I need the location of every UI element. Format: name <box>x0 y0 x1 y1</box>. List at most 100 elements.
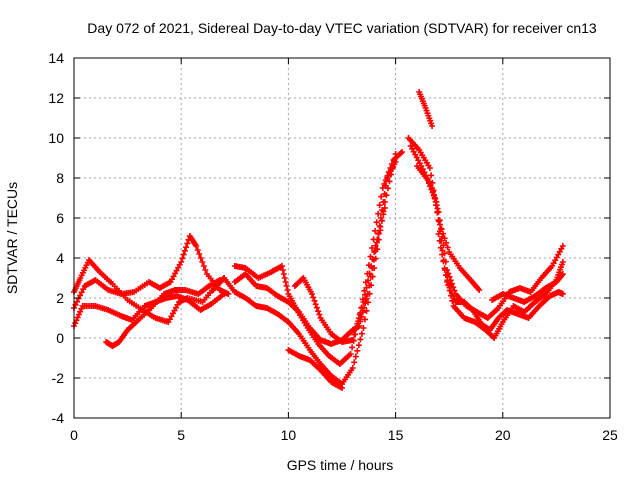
data-point <box>374 236 381 243</box>
data-point <box>74 298 81 305</box>
data-point <box>559 291 566 297</box>
data-point <box>429 123 436 129</box>
data-point <box>476 287 483 293</box>
data-point <box>339 385 345 391</box>
data-point <box>399 149 406 155</box>
data-point <box>279 267 286 273</box>
data-point <box>392 159 399 165</box>
data-point <box>386 178 393 185</box>
data-point <box>427 183 434 190</box>
data-point <box>360 299 367 305</box>
data-point <box>381 205 388 211</box>
x-tick-label: 0 <box>70 427 78 443</box>
data-point <box>441 265 448 272</box>
data-point <box>559 243 566 249</box>
y-tick-label: -2 <box>52 370 65 386</box>
series-14 <box>435 231 566 333</box>
data-point <box>361 316 368 323</box>
y-axis-label: SDTVAR / TECUs <box>4 182 20 294</box>
data-point <box>284 287 291 293</box>
data-point <box>354 320 361 327</box>
series-4 <box>103 277 223 349</box>
data-point <box>221 291 228 297</box>
data-point <box>179 255 186 262</box>
series-15 <box>489 271 566 305</box>
data-point <box>278 263 285 269</box>
data-point <box>360 325 367 331</box>
data-point <box>363 295 370 302</box>
data-point <box>437 244 444 251</box>
data-point <box>442 272 449 279</box>
data-point <box>308 291 315 297</box>
data-point <box>378 193 385 200</box>
data-point <box>379 185 386 191</box>
data-point <box>194 247 201 253</box>
data-point <box>358 330 365 337</box>
data-point <box>373 219 380 226</box>
data-point <box>181 247 188 254</box>
data-point <box>380 199 387 205</box>
data-point <box>428 186 435 193</box>
data-point <box>351 359 358 366</box>
y-tick-label: 4 <box>56 250 64 266</box>
data-point <box>281 275 288 281</box>
data-point <box>184 240 191 247</box>
data-point <box>197 255 204 261</box>
data-point <box>357 336 364 343</box>
data-point <box>436 237 443 244</box>
y-tick-label: 12 <box>48 90 64 106</box>
data-point <box>372 227 379 234</box>
data-point <box>80 286 87 293</box>
data-point <box>355 342 362 349</box>
data-point <box>377 223 384 230</box>
data-point <box>446 273 453 280</box>
x-tick-label: 20 <box>495 427 511 443</box>
data-point <box>196 251 203 257</box>
y-tick-label: 14 <box>48 50 64 66</box>
data-point <box>434 208 441 215</box>
x-axis-label: GPS time / hours <box>287 457 394 473</box>
data-point <box>429 189 436 196</box>
data-point <box>78 289 85 296</box>
data-point <box>202 267 209 273</box>
data-point <box>559 271 566 277</box>
x-tick-label: 5 <box>177 427 185 443</box>
data-point <box>357 318 364 325</box>
data-point <box>378 217 385 224</box>
data-point <box>183 244 190 251</box>
data-point <box>436 217 443 224</box>
data-point <box>280 271 287 277</box>
data-point <box>435 231 442 237</box>
data-point <box>355 315 362 322</box>
data-point <box>376 202 383 209</box>
y-tick-label: -4 <box>52 410 65 426</box>
data-point <box>369 256 376 263</box>
data-point <box>382 183 389 189</box>
y-tick-label: 8 <box>56 170 64 186</box>
data-point <box>349 337 356 343</box>
data-point <box>354 347 361 354</box>
data-point <box>439 233 446 240</box>
data-point <box>311 297 318 304</box>
data-point <box>363 307 370 314</box>
data-point <box>428 172 435 179</box>
data-point <box>439 251 446 258</box>
y-tick-label: 6 <box>56 210 64 226</box>
series-9 <box>291 205 388 345</box>
data-point <box>312 301 319 308</box>
data-point <box>381 191 388 197</box>
data-point <box>282 279 289 285</box>
data-point <box>365 277 372 284</box>
x-tick-label: 15 <box>388 427 404 443</box>
data-point <box>425 180 432 187</box>
data-point <box>363 284 370 291</box>
data-point <box>349 365 356 371</box>
axis-ticks: 0 5 10 15 20 25 -4 -2 0 2 4 6 8 10 12 14 <box>48 50 618 443</box>
data-point <box>369 245 376 251</box>
series-8 <box>285 347 345 391</box>
x-tick-label: 25 <box>602 427 618 443</box>
data-point <box>366 270 373 277</box>
data-point <box>380 211 387 218</box>
data-point <box>347 351 354 357</box>
